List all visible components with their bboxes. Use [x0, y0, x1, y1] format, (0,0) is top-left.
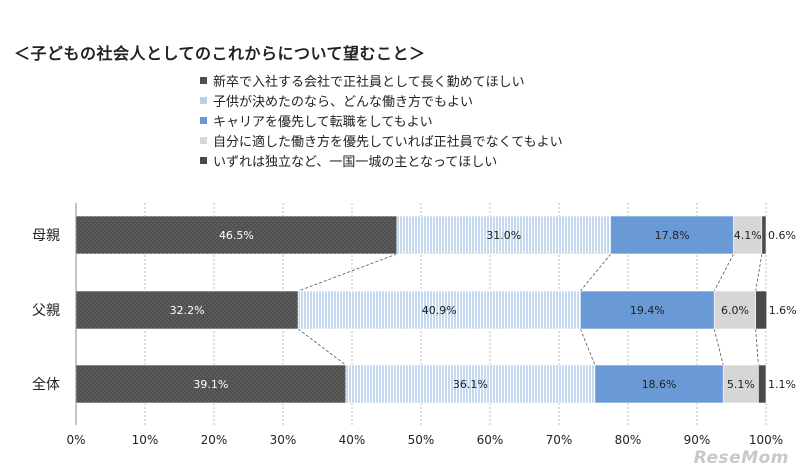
legend-swatch-3: [200, 136, 207, 144]
bar-segment-1-1: [297, 290, 581, 330]
data-label-0-0: 46.5%: [219, 229, 254, 242]
connector-0-1: [580, 253, 612, 292]
data-label-2-0: 39.1%: [193, 378, 228, 391]
data-label-2-3: 5.1%: [727, 378, 755, 391]
data-label-1-1: 40.9%: [422, 304, 457, 317]
bar-segment-0-2: [610, 215, 734, 255]
x-tick-label-3: 30%: [270, 433, 297, 447]
connector-0-0: [298, 253, 397, 292]
bar-layer: [75, 215, 767, 404]
connector-1-0: [297, 328, 347, 366]
bar-segment-2-2: [594, 364, 724, 404]
x-tick-label-6: 60%: [477, 433, 504, 447]
data-label-2-4: 1.1%: [768, 378, 796, 391]
bar-segment-1-2: [580, 290, 715, 330]
data-label-0-4: 0.6%: [768, 229, 796, 242]
bar-segment-1-3: [713, 290, 756, 330]
category-label-0: 母親: [32, 228, 60, 244]
connector-0-3: [755, 253, 763, 292]
data-label-2-1: 36.1%: [453, 378, 488, 391]
legend: 新卒で入社する会社で正社員として長く勤めてほしい 子供が決めたのなら、どんな働き…: [200, 70, 563, 170]
legend-item-2: キャリアを優先して転職をしてもよい: [200, 110, 563, 130]
legend-item-4: いずれは独立など、一国一城の主となってほしい: [200, 150, 563, 170]
x-tick-label-5: 50%: [408, 433, 435, 447]
legend-label-1: 子供が決めたのなら、どんな働き方でもよい: [213, 94, 474, 110]
legend-item-1: 子供が決めたのなら、どんな働き方でもよい: [200, 90, 563, 110]
bar-segment-0-4: [761, 215, 767, 255]
label-layer: 46.5% 31.0% 17.8% 4.1% 0.6% 32.2% 40.9% 19.4% 6.…: [170, 229, 797, 391]
legend-label-2: キャリアを優先して転職をしてもよい: [213, 114, 433, 130]
legend-item-3: 自分に適した働き方を優先していれば正社員でなくてもよい: [200, 130, 563, 150]
legend-swatch-2: [200, 116, 207, 124]
data-label-1-0: 32.2%: [170, 304, 205, 317]
legend-swatch-0: [200, 76, 207, 84]
legend-swatch-1: [200, 96, 207, 104]
category-label-1: 父親: [32, 303, 60, 319]
x-tick-label-7: 70%: [546, 433, 573, 447]
data-label-0-3: 4.1%: [734, 229, 762, 242]
connector-1-1: [580, 328, 596, 366]
x-tick-label-4: 40%: [339, 433, 366, 447]
legend-swatch-4: [200, 156, 207, 164]
data-label-1-4: 1.6%: [769, 304, 797, 317]
bar-segment-2-4: [758, 364, 767, 404]
bar-segment-2-3: [722, 364, 759, 404]
data-label-2-2: 18.6%: [642, 378, 677, 391]
connector-0-2: [713, 253, 734, 292]
chart-title: ＜子どもの社会人としてのこれからについて望むこと＞: [14, 44, 426, 63]
x-tick-label-1: 10%: [132, 433, 159, 447]
x-tick-label-8: 80%: [615, 433, 642, 447]
watermark-logo: ReseMom: [693, 448, 789, 468]
x-tick-label-9: 90%: [684, 433, 711, 447]
x-tick-label-0: 0%: [66, 433, 85, 447]
legend-label-0: 新卒で入社する会社で正社員として長く勤めてほしい: [213, 74, 525, 90]
data-label-1-2: 19.4%: [630, 304, 665, 317]
connector-1-3: [755, 328, 759, 366]
bar-segment-2-1: [345, 364, 596, 404]
legend-label-4: いずれは独立など、一国一城の主となってほしい: [213, 154, 498, 170]
bar-segment-1-4: [755, 290, 767, 330]
x-tick-label-10: 100%: [749, 433, 783, 447]
data-label-0-1: 31.0%: [486, 229, 521, 242]
bar-segment-0-3: [733, 215, 763, 255]
data-label-1-3: 6.0%: [721, 304, 749, 317]
bar-segment-0-0: [75, 215, 398, 255]
category-label-2: 全体: [32, 376, 60, 393]
connector-layer: [297, 253, 763, 366]
x-tick-label-2: 20%: [201, 433, 228, 447]
legend-label-3: 自分に適した働き方を優先していれば正社員でなくてもよい: [213, 134, 563, 150]
bar-segment-1-0: [75, 290, 299, 330]
bar-segment-0-1: [396, 215, 612, 255]
data-label-0-2: 17.8%: [655, 229, 690, 242]
legend-item-0: 新卒で入社する会社で正社員として長く勤めてほしい: [200, 70, 563, 90]
connector-1-2: [713, 328, 724, 366]
bar-segment-2-0: [75, 364, 347, 404]
